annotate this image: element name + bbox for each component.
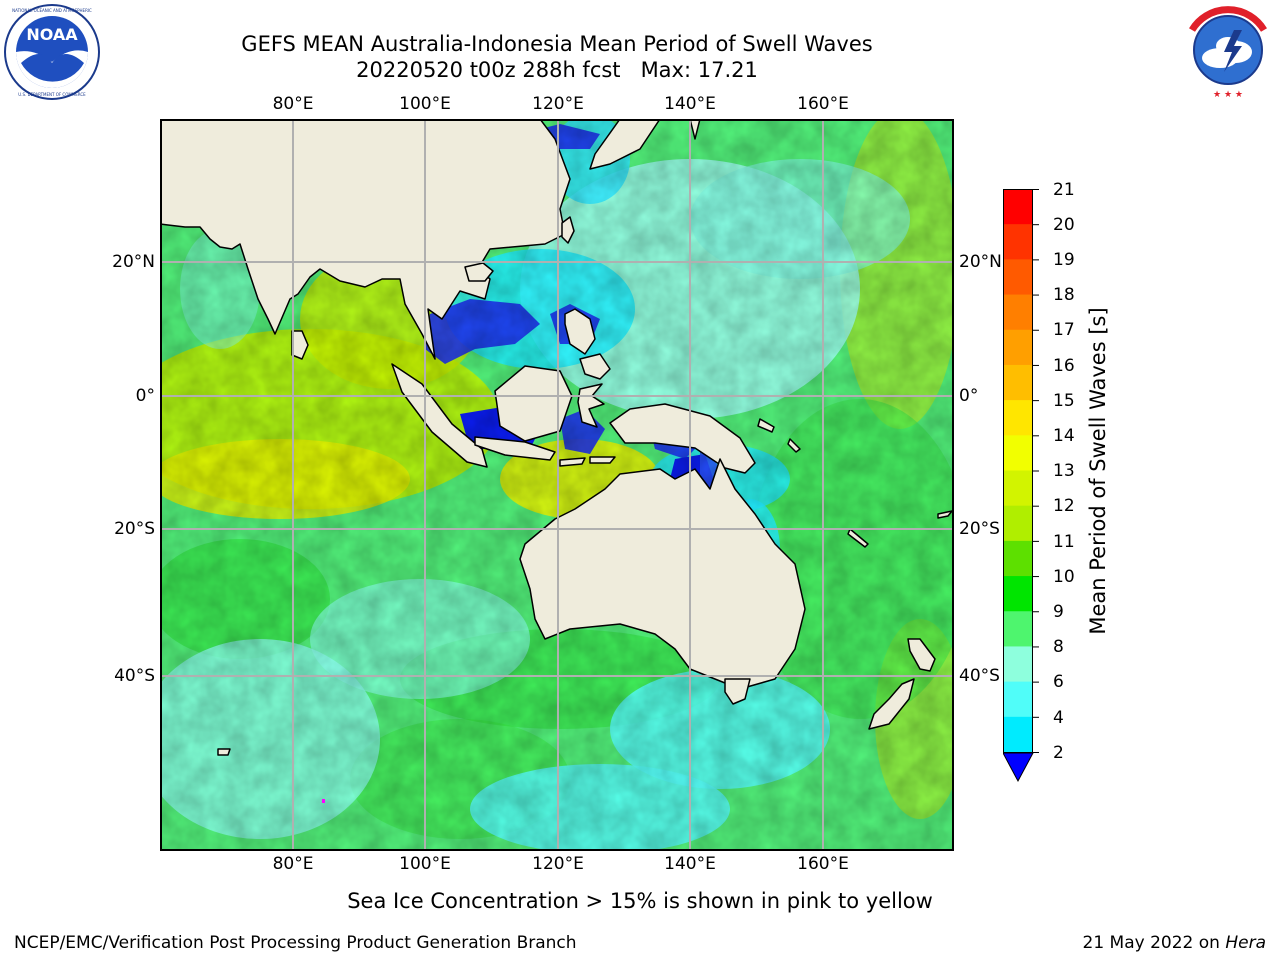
lat-label-right-40s: 40°S (959, 666, 1000, 686)
svg-text:NATIONAL OCEANIC AND ATMOSPHER: NATIONAL OCEANIC AND ATMOSPHERIC (12, 8, 92, 13)
map-subtitle: 20220520 t00z 288h fcst Max: 17.21 (356, 58, 758, 82)
colorbar-segment (1003, 505, 1033, 542)
colorbar-segment (1003, 294, 1033, 331)
colorbar (1002, 189, 1053, 788)
colorbar-segment (1003, 329, 1033, 366)
colorbar-tick-17: 17 (1053, 320, 1075, 340)
lat-label-left-0: 0° (135, 386, 155, 406)
colorbar-tick-11: 11 (1053, 532, 1075, 552)
colorbar-segment (1003, 540, 1033, 577)
lat-label-left-40s: 40°S (114, 666, 155, 686)
colorbar-tick-4: 4 (1053, 708, 1064, 728)
colorbar-segment (1003, 646, 1033, 683)
colorbar-tick-12: 12 (1053, 496, 1075, 516)
colorbar-tick-14: 14 (1053, 426, 1075, 446)
colorbar-label: Mean Period of Swell Waves [s] (1086, 307, 1110, 635)
swell-period-map (120, 109, 970, 854)
lat-label-right-20s: 20°S (959, 519, 1000, 539)
colorbar-tick-8: 8 (1053, 637, 1064, 657)
lon-label-bottom-120e: 120°E (532, 854, 584, 874)
colorbar-segment (1003, 224, 1033, 260)
colorbar-tick-10: 10 (1053, 567, 1075, 587)
nws-logo: ★ ★ ★ (1178, 0, 1279, 101)
colorbar-segment (1003, 259, 1033, 296)
lon-label-top-120e: 120°E (532, 94, 584, 114)
noaa-logo: NOAA U.S. DEPARTMENT OF COMMERCE NATIONA… (3, 3, 101, 101)
lon-label-top-80e: 80°E (272, 94, 314, 114)
colorbar-segment (1003, 189, 1033, 225)
svg-text:NOAA: NOAA (26, 25, 78, 44)
colorbar-tick-21: 21 (1053, 180, 1075, 200)
colorbar-tick-6: 6 (1053, 672, 1064, 692)
colorbar-tick-9: 9 (1053, 602, 1064, 622)
footer-date: 21 May 2022 on Hera (1083, 932, 1267, 954)
lat-label-right-0: 0° (959, 386, 979, 406)
colorbar-segment (1003, 470, 1033, 507)
footer-date-text: 21 May 2022 on (1082, 933, 1226, 953)
colorbar-segment (1003, 716, 1033, 753)
svg-text:U.S. DEPARTMENT OF COMMERCE: U.S. DEPARTMENT OF COMMERCE (18, 92, 86, 97)
map-title: GEFS MEAN Australia-Indonesia Mean Perio… (241, 32, 873, 56)
colorbar-under-arrow (1002, 752, 1034, 783)
colorbar-tick-2: 2 (1053, 743, 1064, 763)
sea-ice-note: Sea Ice Concentration > 15% is shown in … (347, 889, 933, 913)
lon-label-top-160e: 160°E (797, 94, 849, 114)
colorbar-tick-19: 19 (1053, 250, 1075, 270)
lon-label-bottom-140e: 140°E (664, 854, 716, 874)
colorbar-segment (1003, 400, 1033, 436)
lon-label-bottom-100e: 100°E (399, 854, 451, 874)
colorbar-segment (1003, 576, 1033, 612)
footer-machine: Hera (1225, 933, 1266, 953)
colorbar-segment (1003, 681, 1033, 718)
colorbar-segment (1003, 364, 1033, 401)
svg-text:★ ★ ★: ★ ★ ★ (1213, 90, 1243, 100)
lon-label-bottom-160e: 160°E (797, 854, 849, 874)
lat-label-left-20s: 20°S (114, 519, 155, 539)
colorbar-segment (1003, 435, 1033, 471)
colorbar-tick-16: 16 (1053, 356, 1075, 376)
lat-label-right-20n: 20°N (959, 252, 1002, 272)
colorbar-tick-20: 20 (1053, 215, 1075, 235)
lon-label-top-100e: 100°E (399, 94, 451, 114)
colorbar-tick-13: 13 (1053, 461, 1075, 481)
lon-label-bottom-80e: 80°E (272, 854, 314, 874)
colorbar-segment (1003, 611, 1033, 647)
lat-label-left-20n: 20°N (112, 252, 155, 272)
footer-credit: NCEP/EMC/Verification Post Processing Pr… (14, 933, 577, 953)
lon-label-top-140e: 140°E (664, 94, 716, 114)
colorbar-tick-18: 18 (1053, 285, 1075, 305)
colorbar-tick-15: 15 (1053, 391, 1075, 411)
